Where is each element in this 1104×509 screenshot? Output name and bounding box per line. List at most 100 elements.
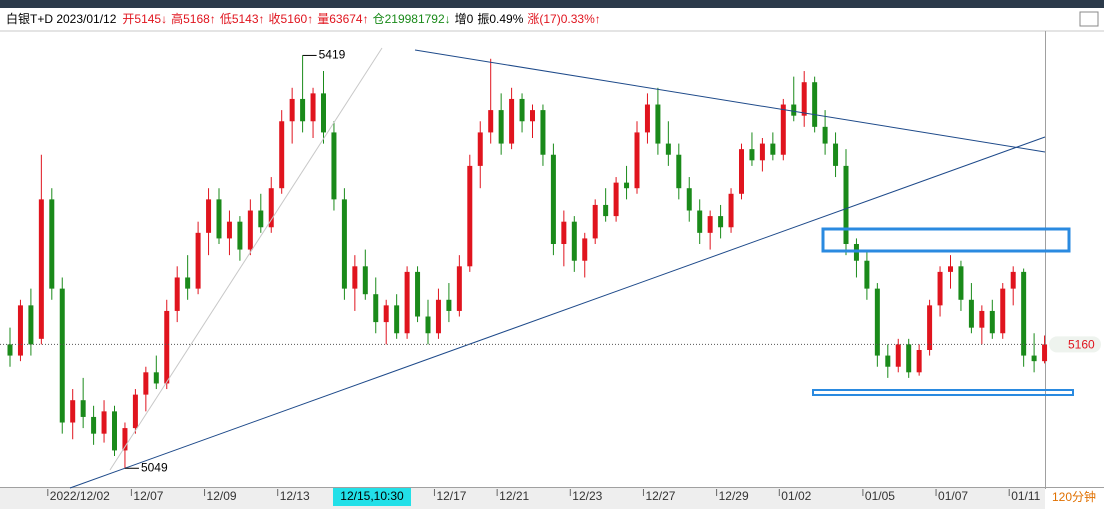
candle-body [38,199,44,339]
header-item: 开5145↓ [122,12,167,26]
candle-body [101,411,107,434]
candle-body [759,143,765,161]
candle-body [488,110,494,133]
candle-body [132,394,138,429]
candle-body [655,104,661,144]
candle-body [770,143,776,155]
drawn-box [821,227,1071,253]
candle-body [561,221,567,244]
candle-body [906,344,912,373]
toolbar-strip [0,0,1104,8]
candle-body [341,199,347,289]
x-tick-label: 01/02 [781,489,811,503]
candle-body [1010,271,1016,289]
candle-body [571,221,577,261]
candle-body [624,182,630,189]
candle-body [613,182,619,217]
candle-body [28,305,34,345]
candle-body [226,221,232,239]
candle-body [780,104,786,155]
candle-body [550,154,556,244]
candle-body [425,316,431,334]
candle-body [801,82,807,116]
candle-body [885,355,891,367]
candle-body [352,266,358,289]
header-item: 涨(17)0.33%↑ [527,11,600,26]
drawn-resistance-line [414,49,1046,153]
window-icon[interactable] [1079,11,1099,27]
candle-body [948,266,953,272]
candle-body [143,372,149,395]
x-tick-label: 12/09 [207,489,237,503]
candle-body [895,344,901,367]
candle-body [707,216,713,233]
candle-body [1042,344,1048,362]
candle-body [509,98,515,144]
candle-body [728,193,734,228]
candle-body [530,110,535,122]
cursor-label: 12/15,10:30 [340,489,404,503]
candle-body [456,266,462,311]
candle-body [644,104,650,133]
candle-body [916,349,922,373]
candle-body [739,149,744,194]
candle-body [404,271,410,334]
candle-body [195,232,201,289]
header-item: 低5143↑ [220,12,265,26]
candle-body [749,149,755,161]
candle-body [268,188,274,228]
candle-body [477,132,483,166]
header-item: 高5168↑ [171,11,216,26]
candle-body [989,310,995,334]
candle-body [697,210,703,233]
candle-body [17,305,23,356]
low-marker-label: 5049 [141,460,168,474]
background [0,8,1104,509]
cursor-label-box [333,488,411,506]
x-tick-label: 12/13 [280,489,310,503]
header-item: 振0.49% [477,12,523,26]
x-tick-label: 12/27 [645,489,675,503]
drawn-trend-line [109,47,383,471]
candle-body [383,305,389,323]
candle-body [958,266,964,300]
candle-body [718,216,724,228]
candle-body [676,154,682,189]
x-tick-label: 01/05 [865,489,895,503]
candle-body [112,411,117,451]
candle-body [979,310,985,328]
period[interactable]: 120分钟 [1052,489,1096,504]
candle-body [321,93,326,133]
candle-body [634,132,640,189]
candle-body [592,204,598,239]
candle-body [833,143,839,166]
candle-body [247,210,253,250]
candle-body [394,305,400,334]
candle-body [415,271,421,317]
header-item: 收5160↑ [269,12,314,26]
candle-body [7,344,13,356]
candle-body [446,299,452,311]
header-item: 增0 [455,12,474,26]
candle-body [122,428,128,451]
candle-body [300,98,306,122]
candle-body [791,104,797,116]
x-tick-label: 12/29 [719,489,749,503]
x-tick-label: 2022/12/02 [50,489,110,503]
x-tick-label: 01/07 [938,489,968,503]
period-box[interactable] [1045,489,1104,509]
candle-body [279,121,285,189]
candle-body [362,266,368,295]
drawn-bar [812,389,1074,396]
candle-body [435,299,441,334]
candle-body [185,277,191,289]
last-price-label: 5160 [1068,338,1095,352]
candle-body [812,82,818,127]
candle-body [153,372,159,384]
candle-body [91,416,97,434]
time-axis [0,487,1045,509]
drawn-support-line [69,136,1046,489]
header-item: 量63674↑ [317,12,368,26]
candle-body [665,143,671,155]
